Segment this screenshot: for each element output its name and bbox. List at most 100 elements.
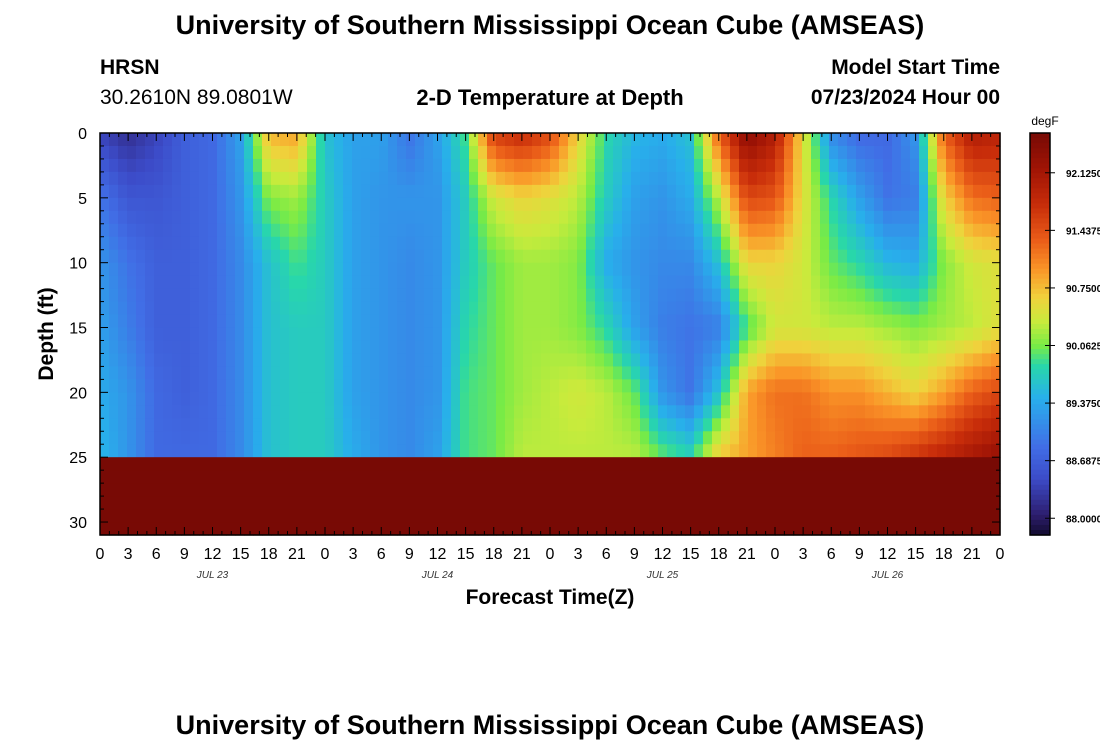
- heatmap-cell: [190, 223, 200, 238]
- heatmap-cell: [838, 275, 848, 290]
- heatmap-cell: [712, 262, 722, 277]
- heatmap-cell: [208, 275, 218, 290]
- heatmap-cell: [892, 509, 902, 523]
- heatmap-cell: [757, 457, 767, 471]
- heatmap-cell: [559, 483, 569, 497]
- heatmap-cell: [235, 223, 245, 238]
- heatmap-cell: [649, 275, 659, 290]
- date-label: JUL 26: [871, 570, 904, 581]
- heatmap-cell: [523, 444, 533, 458]
- colorbar-segment: [1030, 414, 1050, 421]
- heatmap-cell: [136, 223, 146, 238]
- heatmap-cell: [964, 275, 974, 290]
- heatmap-cell: [370, 418, 380, 432]
- heatmap-cell: [550, 353, 560, 368]
- heatmap-cell: [730, 353, 740, 368]
- heatmap-cell: [811, 444, 821, 458]
- x-tick-label: 12: [204, 546, 222, 563]
- heatmap-cell: [505, 223, 515, 238]
- heatmap-cell: [271, 145, 281, 160]
- heatmap-cell: [955, 236, 965, 251]
- heatmap-cell: [946, 418, 956, 432]
- heatmap-cell: [604, 184, 614, 199]
- colorbar-segment: [1030, 494, 1050, 501]
- heatmap-cell: [199, 496, 209, 510]
- heatmap-cell: [739, 379, 749, 393]
- date-label: JUL 25: [646, 570, 679, 581]
- heatmap-cell: [244, 340, 254, 355]
- heatmap-cell: [595, 483, 605, 497]
- heatmap-cell: [244, 522, 254, 536]
- heatmap-cell: [676, 133, 686, 147]
- heatmap-cell: [568, 483, 578, 497]
- heatmap-cell: [820, 522, 830, 536]
- heatmap-cell: [271, 327, 281, 342]
- heatmap-cell: [847, 509, 857, 523]
- heatmap-cell: [604, 314, 614, 329]
- heatmap-cell: [208, 353, 218, 368]
- heatmap-cell: [289, 392, 299, 406]
- heatmap-cell: [685, 301, 695, 316]
- heatmap-cell: [496, 496, 506, 510]
- heatmap-cell: [100, 314, 110, 329]
- heatmap-cell: [523, 340, 533, 355]
- colorbar-segment: [1030, 339, 1050, 345]
- heatmap-cell: [406, 496, 416, 510]
- heatmap-cell: [748, 145, 758, 160]
- heatmap-cell: [280, 379, 290, 393]
- heatmap-cell: [523, 288, 533, 303]
- heatmap-cell: [667, 431, 677, 445]
- heatmap-cell: [712, 496, 722, 510]
- heatmap-cell: [478, 496, 488, 510]
- heatmap-cell: [505, 184, 515, 199]
- heatmap-cell: [586, 197, 596, 212]
- heatmap-cell: [541, 353, 551, 368]
- heatmap-cell: [766, 366, 776, 380]
- heatmap-cell: [568, 366, 578, 380]
- heatmap-cell: [919, 418, 929, 432]
- heatmap-cell: [469, 171, 479, 186]
- heatmap-cell: [847, 171, 857, 186]
- heatmap-cell: [433, 353, 443, 368]
- heatmap-cell: [298, 249, 308, 264]
- heatmap-cell: [271, 340, 281, 355]
- heatmap-cell: [721, 223, 731, 238]
- heatmap-cell: [163, 496, 173, 510]
- heatmap-cell: [361, 496, 371, 510]
- heatmap-cell: [118, 210, 128, 225]
- heatmap-cell: [226, 353, 236, 368]
- heatmap-cell: [505, 158, 515, 173]
- heatmap-cell: [154, 236, 164, 251]
- heatmap-cell: [298, 431, 308, 445]
- heatmap-cell: [946, 184, 956, 199]
- heatmap-cell: [928, 236, 938, 251]
- heatmap-cell: [820, 496, 830, 510]
- heatmap-cell: [586, 249, 596, 264]
- heatmap-cell: [145, 470, 155, 484]
- heatmap-cell: [685, 405, 695, 419]
- heatmap-cell: [271, 392, 281, 406]
- heatmap-cell: [685, 379, 695, 393]
- heatmap-cell: [550, 301, 560, 316]
- x-tick-label: 15: [457, 546, 475, 563]
- heatmap-cell: [190, 158, 200, 173]
- heatmap-cell: [766, 301, 776, 316]
- heatmap-cell: [334, 275, 344, 290]
- heatmap-cell: [235, 288, 245, 303]
- heatmap-cell: [550, 457, 560, 471]
- heatmap-cell: [604, 249, 614, 264]
- heatmap-cell: [514, 171, 524, 186]
- heatmap-cell: [649, 405, 659, 419]
- heatmap-cell: [973, 145, 983, 160]
- heatmap-cell: [820, 262, 830, 277]
- heatmap-cell: [280, 236, 290, 251]
- heatmap-cell: [784, 197, 794, 212]
- heatmap-cell: [811, 470, 821, 484]
- heatmap-cell: [604, 509, 614, 523]
- heatmap-cell: [253, 353, 263, 368]
- heatmap-cell: [397, 275, 407, 290]
- x-tick-label: 15: [232, 546, 250, 563]
- heatmap-cell: [298, 379, 308, 393]
- heatmap-cell: [550, 171, 560, 186]
- heatmap-cell: [604, 210, 614, 225]
